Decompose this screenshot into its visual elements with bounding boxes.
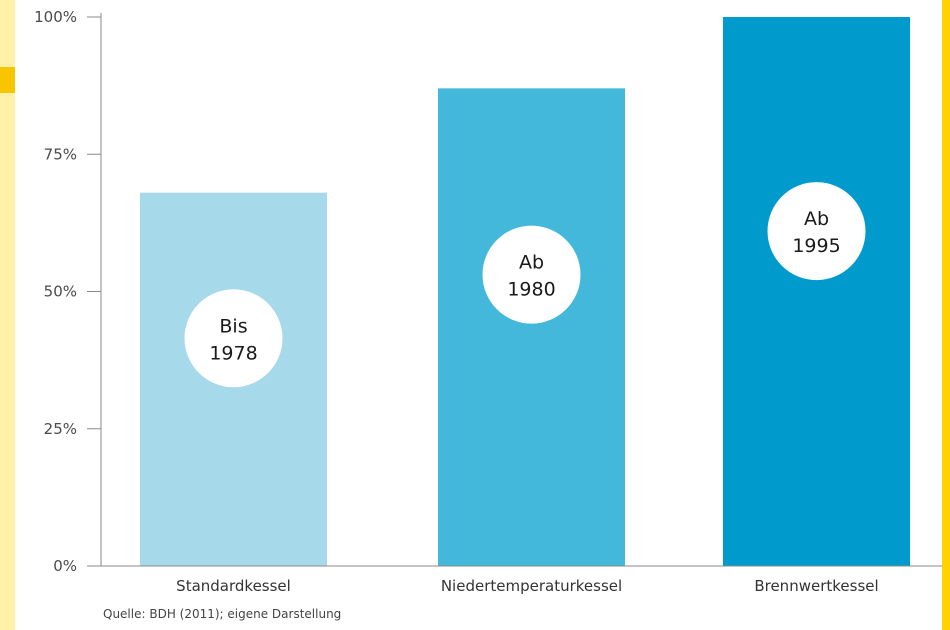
annotation-bubble: [767, 182, 866, 281]
x-axis-labels: Standardkessel Niedertemperaturkessel Bren…: [176, 577, 878, 595]
left-decor-tab: [0, 67, 15, 93]
y-tick-label: 25%: [44, 420, 77, 438]
left-decor-strip: [0, 0, 15, 630]
annotation-line-2: 1995: [792, 235, 840, 257]
y-tick-label: 0%: [53, 557, 77, 575]
y-axis: 0% 25% 50% 75% 100%: [34, 8, 102, 575]
x-category-label: Brennwertkessel: [754, 577, 878, 595]
annotation-line-1: Ab: [519, 252, 544, 274]
x-category-label: Niedertemperaturkessel: [441, 577, 622, 595]
bar-brennwertkessel: [723, 17, 910, 566]
bar-annotations: Bis 1978 Ab 1980 Ab 1995: [184, 182, 866, 388]
annotation-line-2: 1978: [209, 342, 257, 364]
source-note: Quelle: BDH (2011); eigene Darstellung: [103, 607, 342, 621]
y-tick-label: 75%: [44, 145, 77, 163]
y-tick-label: 50%: [44, 283, 77, 301]
x-category-label: Standardkessel: [176, 577, 291, 595]
right-decor-strip: [942, 0, 950, 630]
annotation-line-1: Ab: [804, 208, 829, 230]
y-tick-label: 100%: [34, 8, 77, 26]
annotation-bubble: [482, 225, 581, 324]
annotation-line-1: Bis: [219, 315, 247, 337]
annotation-line-2: 1980: [507, 279, 555, 301]
bar-niedertemperaturkessel: [438, 88, 625, 567]
annotation-bubble: [184, 289, 283, 388]
